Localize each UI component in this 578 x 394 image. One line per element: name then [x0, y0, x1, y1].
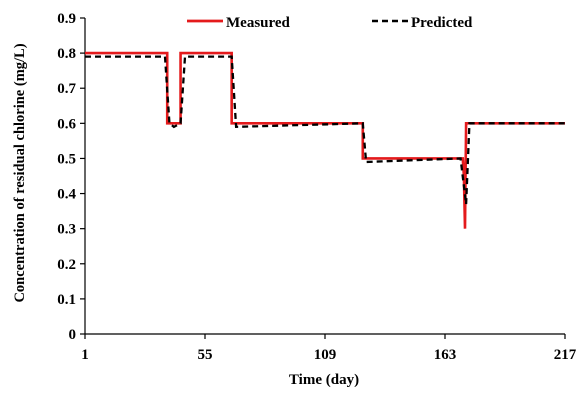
- series-line-predicted: [85, 55, 565, 205]
- y-tick-label: 0.6: [57, 116, 76, 132]
- y-tick-group: 0 0.1 0.2 0.3 0.4 0.5 0.6 0.7 0.8 0.9: [57, 11, 85, 343]
- legend-label-measured: Measured: [226, 15, 291, 31]
- y-tick-label: 0.1: [57, 292, 76, 308]
- axes: [84, 18, 565, 335]
- y-tick-label: 0.8: [57, 46, 76, 62]
- y-tick-label: 0.4: [57, 187, 76, 203]
- x-tick-label: 217: [554, 347, 577, 363]
- x-tick-label: 55: [198, 347, 213, 363]
- x-tick-label: 163: [434, 347, 457, 363]
- y-tick-label: 0.9: [57, 11, 76, 27]
- y-tick-label: 0.2: [57, 257, 76, 273]
- legend: Measured Predicted: [187, 15, 473, 31]
- x-tick-label: 109: [314, 347, 337, 363]
- x-tick-label: 1: [81, 347, 89, 363]
- legend-label-predicted: Predicted: [411, 15, 473, 31]
- y-tick-label: 0.3: [57, 222, 76, 238]
- x-tick-group: 1 55 109 163 217: [81, 334, 577, 363]
- series-layer: [85, 51, 565, 229]
- series-line-measured: [85, 51, 565, 229]
- y-tick-label: 0: [69, 327, 77, 343]
- y-tick-label: 0.7: [57, 81, 76, 97]
- y-axis-title: Concentration of residual chlorine (mg/L…: [12, 43, 28, 302]
- y-tick-label: 0.5: [57, 151, 76, 167]
- x-axis-title: Time (day): [289, 372, 359, 388]
